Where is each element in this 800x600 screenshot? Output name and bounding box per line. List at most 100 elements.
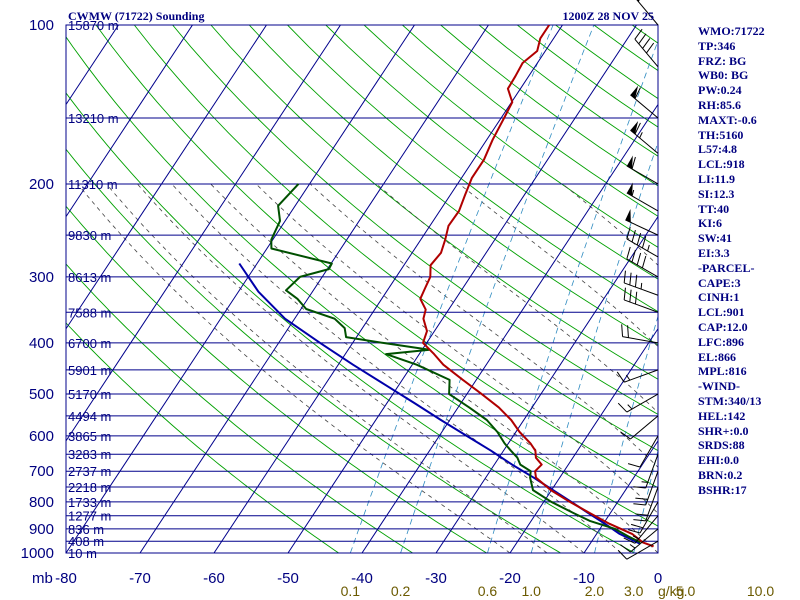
index-item: SRDS:88	[698, 438, 745, 453]
wind-barb-feather	[633, 486, 646, 489]
height-label: 1277 m	[68, 509, 111, 524]
wind-barb-staff	[630, 415, 659, 440]
wind-barb-feather	[636, 252, 642, 266]
pressure-tick-label: 600	[29, 428, 54, 445]
index-item: LCL:901	[698, 305, 745, 320]
index-item: KI:6	[698, 216, 722, 231]
height-label: 1733 m	[68, 495, 111, 510]
wind-barb-feather	[616, 371, 625, 383]
wind-barb-half-feather	[647, 244, 650, 252]
isotherm	[66, 25, 341, 442]
index-item: TH:5160	[698, 127, 744, 142]
wind-barb-half-feather	[625, 374, 631, 381]
wind-barb-feather	[631, 249, 636, 263]
index-item: -PARCEL-	[698, 260, 755, 275]
temperature-tick-label: 0	[654, 570, 662, 587]
mixing-ratio-label: 3.0	[624, 583, 644, 599]
height-label: 5901 m	[68, 363, 111, 378]
mixing-ratio-unit-label: g/kg	[658, 583, 684, 599]
isotherm	[66, 25, 415, 553]
indices-list: WMO:71722 TP:346 FRZ: BG WB0: BG PW:0.24 RH:8…	[698, 24, 798, 498]
index-item: L57:4.8	[698, 142, 737, 157]
wind-barb-feather	[642, 38, 651, 49]
index-item: TT:40	[698, 201, 730, 216]
plot-frame	[65, 24, 659, 554]
wind-barb-feather	[617, 549, 628, 560]
index-item: TP:346	[698, 38, 736, 53]
index-item: CAP:12.0	[698, 319, 748, 334]
moist-adiabat	[309, 183, 658, 468]
height-label: 15870 m	[68, 18, 119, 33]
height-label: 836 m	[68, 522, 104, 537]
moist-adiabat	[376, 183, 658, 414]
wind-barb-feather	[617, 402, 628, 413]
index-item: HEL:142	[698, 408, 746, 423]
wind-barb-feather	[620, 431, 631, 440]
mixing-ratio-label: 0.1	[341, 583, 361, 599]
wind-barb-feather	[634, 28, 643, 40]
isotherm	[509, 327, 658, 553]
wind-barb-feather	[635, 497, 648, 500]
wind-barb-half-feather	[632, 535, 639, 540]
isotherm	[66, 25, 267, 330]
temperature-tick-label: -30	[425, 570, 447, 587]
wind-barb-feather	[627, 325, 629, 338]
pressure-tick-label: 500	[29, 386, 54, 403]
wind-barb-feather	[641, 255, 647, 269]
wind-barb-feather	[635, 513, 648, 516]
pressure-tick-label: 300	[29, 269, 54, 286]
index-item: MAXT:-0.6	[698, 112, 757, 127]
wind-barb-feather	[634, 122, 641, 135]
index-item: EHI:0.0	[698, 453, 740, 468]
wind-barb-feather	[633, 519, 646, 522]
isotherm	[139, 25, 489, 553]
wind-barb-feather	[629, 289, 632, 303]
wind-barb-feather	[626, 226, 631, 240]
wind-barb-feather	[629, 272, 632, 286]
pressure-tick-label: 1000	[21, 545, 54, 562]
wind-barb-half-feather	[640, 282, 643, 290]
index-item: WMO:71722	[698, 24, 765, 38]
index-item: PW:0.24	[698, 83, 742, 98]
index-item: CAPE:3	[698, 275, 741, 290]
plot-background	[66, 25, 658, 553]
wind-barb-feather	[627, 463, 641, 468]
wind-barb-feather	[633, 503, 646, 506]
index-item: LI:11.9	[698, 171, 736, 186]
pressure-tick-label: 100	[29, 17, 54, 34]
index-item: CINH:1	[698, 290, 740, 305]
index-item: SI:12.3	[698, 186, 735, 201]
wind-barb-half-feather	[641, 481, 648, 483]
profiles	[238, 25, 654, 548]
height-label: 11310 m	[68, 177, 118, 192]
pressure-tick-label: 800	[29, 494, 54, 511]
index-item: SW:41	[698, 231, 733, 246]
height-label: 8613 m	[68, 270, 111, 285]
index-item: -WIND-	[698, 379, 740, 394]
mixing-ratio-label: 10.0	[747, 583, 774, 599]
wind-barb-flag	[630, 120, 639, 135]
mixing-ratio-label: 0.6	[478, 583, 498, 599]
temperature-tick-label: -10	[573, 570, 595, 587]
index-item: MPL:816	[698, 364, 747, 379]
height-label: 2218 m	[68, 480, 111, 495]
pressure-tick-label: 400	[29, 335, 54, 352]
wind-barb-flag	[626, 182, 633, 196]
height-label: 7588 m	[68, 305, 111, 320]
wind-barb-feather	[638, 33, 647, 45]
temperature-tick-label: -20	[499, 570, 521, 587]
index-item: WB0: BG	[698, 68, 749, 83]
wind-barb-staff	[639, 435, 659, 468]
isotherm	[66, 25, 193, 218]
wind-barb-feather	[630, 523, 644, 529]
index-item: EI:3.3	[698, 245, 730, 260]
wind-barb-feather	[634, 291, 638, 305]
axis-labels: 100 200 300 400 500 600 700 800 900 1000 15870 m 13…	[21, 17, 775, 599]
mixing-ratio-label: 0.2	[391, 583, 411, 599]
index-item: STM:340/13	[698, 393, 762, 408]
index-item: LFC:896	[698, 334, 744, 349]
height-label: 10 m	[68, 546, 97, 561]
height-label: 13210 m	[68, 111, 119, 126]
height-label: 9830 m	[68, 228, 111, 243]
wind-barb-feather	[621, 324, 624, 337]
